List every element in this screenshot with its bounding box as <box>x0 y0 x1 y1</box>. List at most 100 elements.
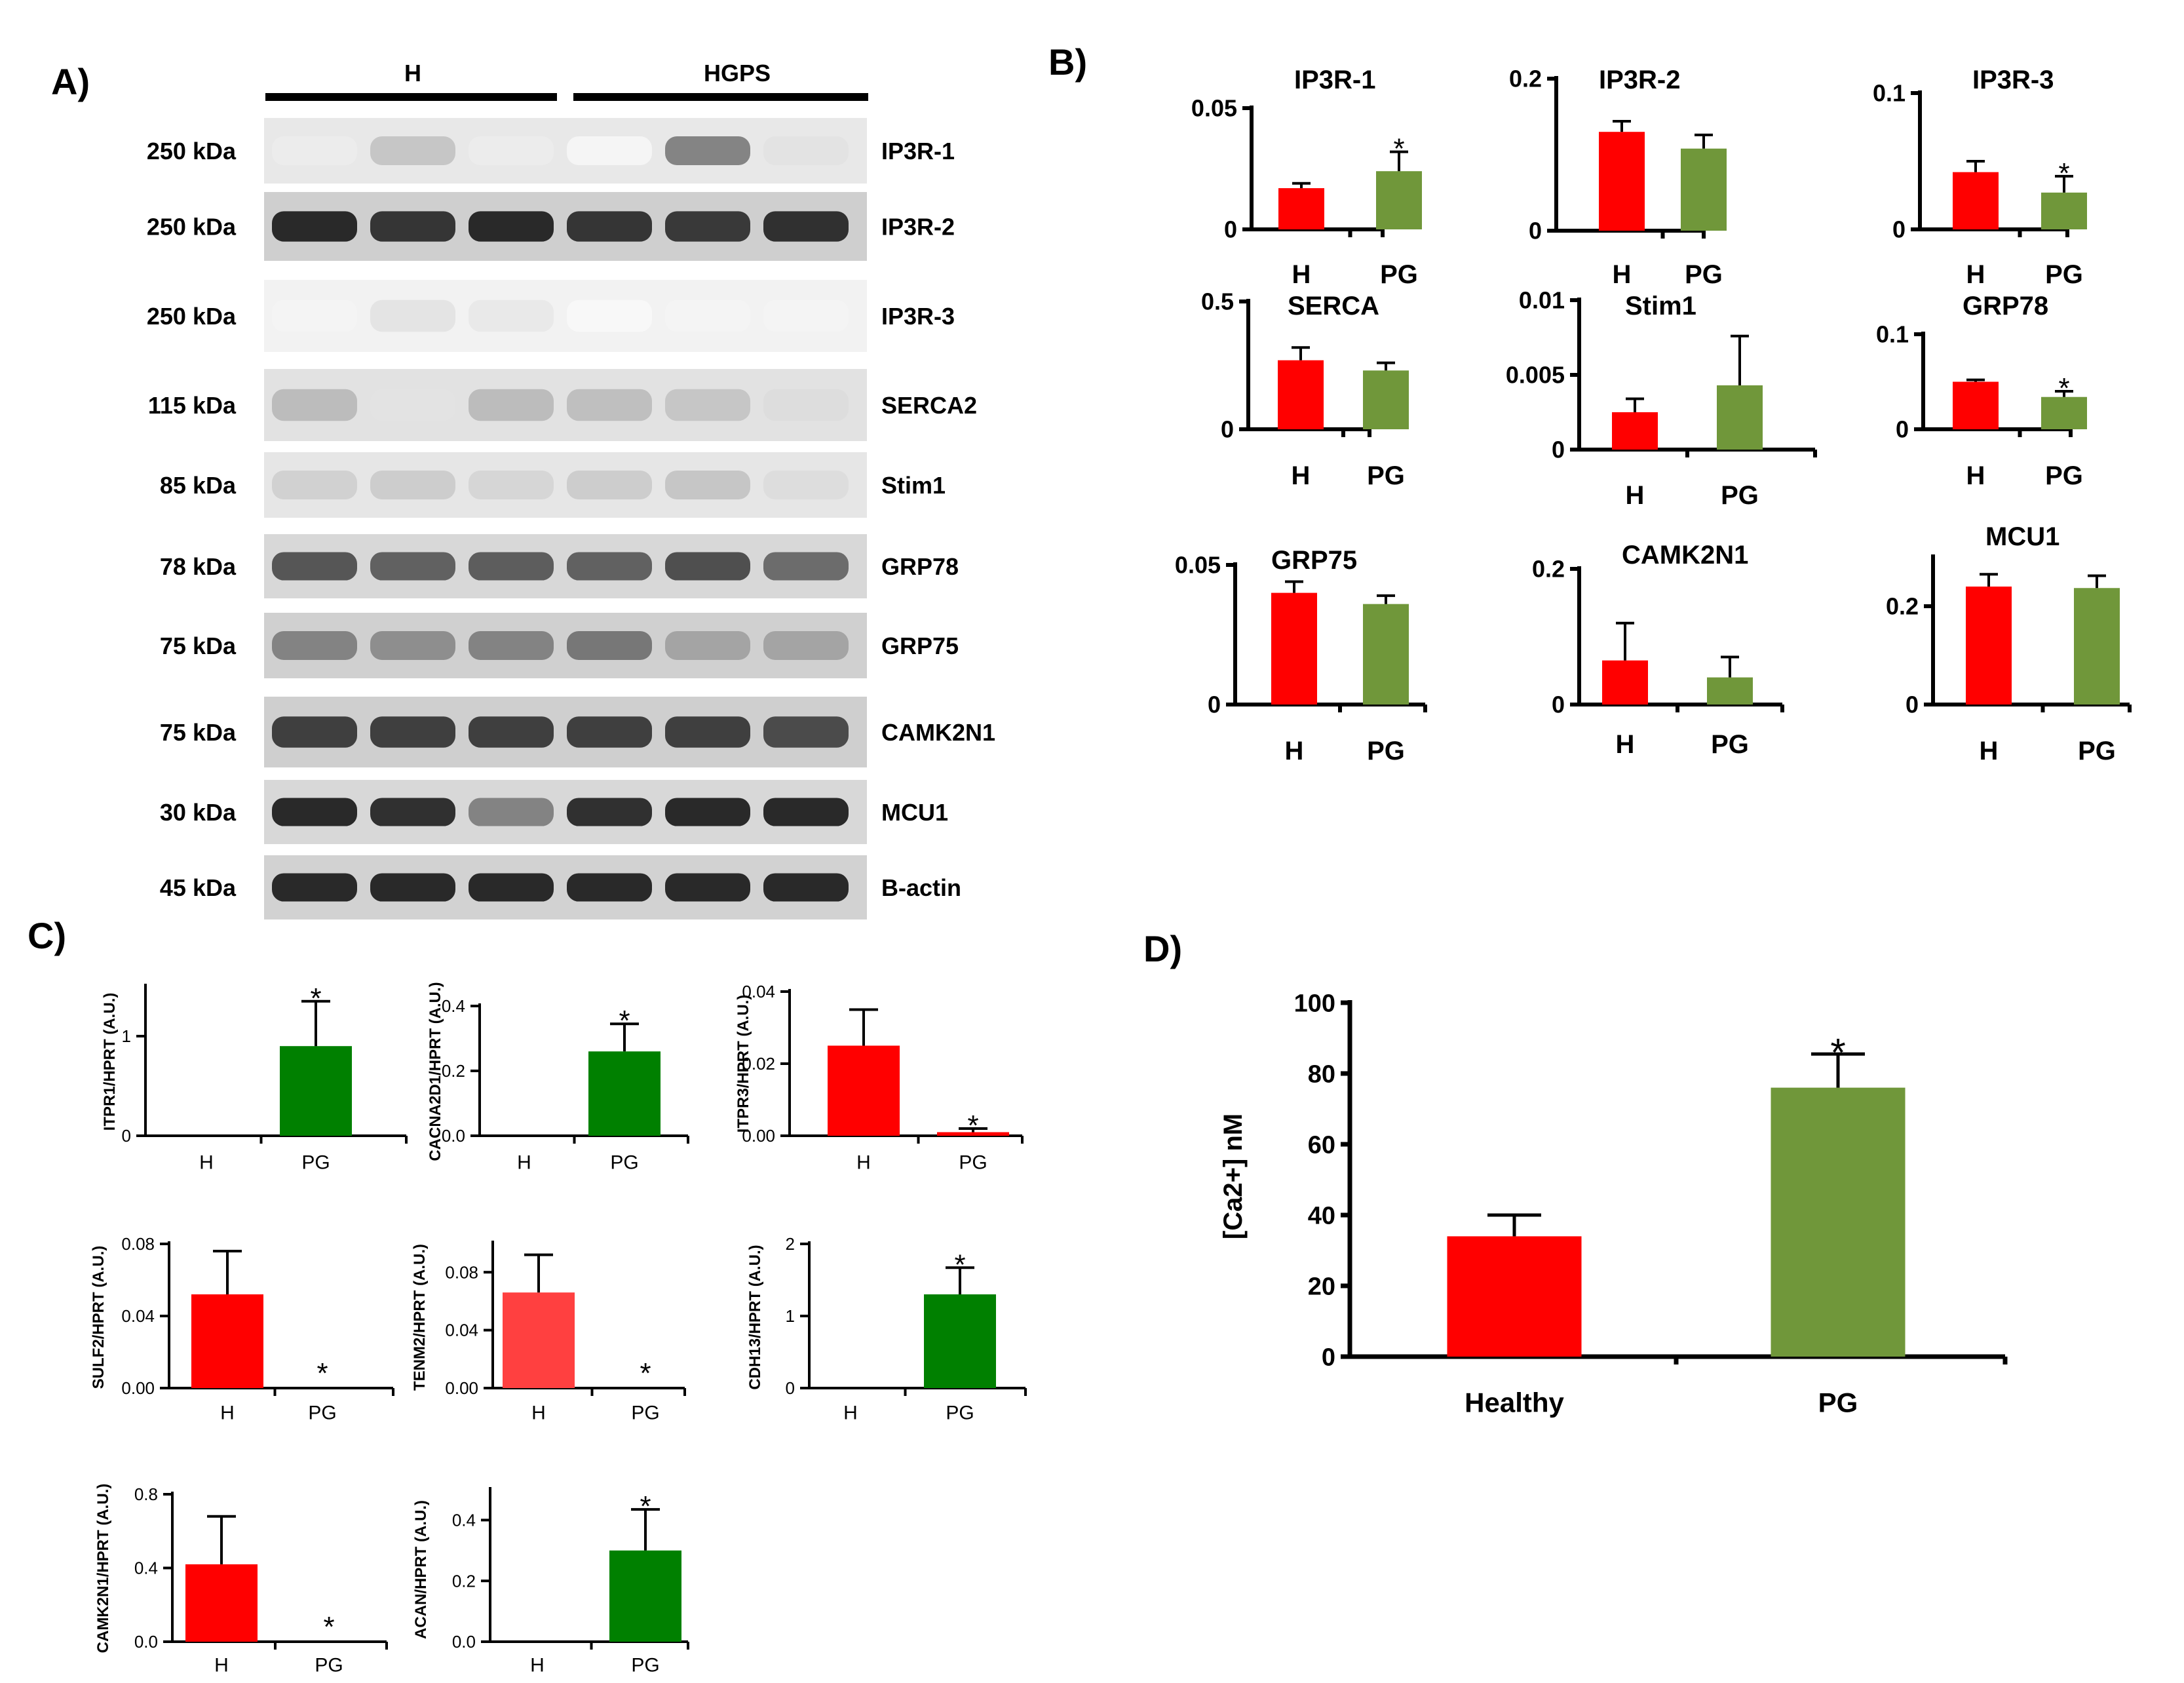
category-label: H <box>199 1152 214 1174</box>
blot-band <box>763 300 849 332</box>
category-label: H <box>1966 461 1985 490</box>
category-label: PG <box>1367 461 1405 490</box>
y-axis-label: TENM2/HPRT (A.U.) <box>411 1244 429 1391</box>
y-tick-label: 0.1 <box>1873 80 1906 107</box>
y-axis-label: ITPR3/HPRT (A.U.) <box>735 995 752 1133</box>
y-tick-label: 60 <box>1308 1131 1335 1159</box>
bar <box>1599 132 1645 231</box>
y-tick-label: 0 <box>1906 691 1919 718</box>
chart-mcu1: 0 0.2 H PG MCU1 <box>1886 522 2132 765</box>
bar <box>1363 604 1409 705</box>
y-tick-label: 0.0 <box>452 1632 476 1652</box>
bar <box>280 1046 352 1136</box>
category-label: PG <box>1367 737 1405 765</box>
category-label: H <box>517 1152 531 1174</box>
y-tick-label: 1 <box>122 1026 131 1046</box>
blot-band <box>370 873 455 902</box>
y-axis-label: [Ca2+] nM <box>1219 1113 1248 1239</box>
blot-band <box>370 471 455 499</box>
y-tick-label: 20 <box>1308 1273 1335 1300</box>
chart-cdh13-hprt-a-u-: 0 1 2 H * PG CDH13/HPRT (A.U.) <box>746 1234 1027 1424</box>
bar <box>2041 397 2087 429</box>
blot-band <box>567 300 652 332</box>
chart-title: SERCA <box>1288 292 1379 320</box>
bar <box>1278 188 1324 229</box>
y-axis-label: ACAN/HPRT (A.U.) <box>412 1500 430 1639</box>
y-axis-label: SULF2/HPRT (A.U.) <box>90 1246 107 1389</box>
chart-title: Stim1 <box>1625 292 1696 320</box>
blot-band <box>763 798 849 826</box>
significance-star: * <box>640 1357 651 1389</box>
category-label: PG <box>959 1152 987 1174</box>
y-tick-label: 0.00 <box>742 1126 775 1146</box>
y-tick-label: 40 <box>1308 1202 1335 1229</box>
blot-band <box>665 211 750 242</box>
y-tick-label: 0.0 <box>442 1126 465 1146</box>
y-tick-label: 0.5 <box>1201 288 1234 315</box>
bar <box>828 1045 900 1136</box>
blot-band <box>567 471 652 499</box>
y-tick-label: 0.2 <box>1532 556 1565 583</box>
y-tick-label: 0 <box>122 1126 131 1146</box>
blot-band <box>763 631 849 660</box>
category-label: H <box>1292 461 1311 490</box>
category-label: PG <box>1721 481 1759 510</box>
blot-band <box>665 552 750 581</box>
category-label: PG <box>610 1152 638 1174</box>
y-tick-label: 0.05 <box>1191 95 1237 122</box>
category-label: H <box>530 1655 545 1676</box>
blot-protein-label: IP3R-1 <box>881 138 955 164</box>
blot-band <box>567 552 652 581</box>
y-axis-label: CAMK2N1/HPRT (A.U.) <box>94 1484 112 1654</box>
blot-band <box>763 136 849 165</box>
bar <box>1966 587 2012 705</box>
blot-kda-label: 250 kDa <box>147 214 237 241</box>
blot-band <box>272 211 357 242</box>
blot-band <box>763 389 849 421</box>
y-tick-label: 0.4 <box>442 996 465 1016</box>
y-tick-label: 0 <box>1322 1344 1335 1371</box>
blot-kda-label: 75 kDa <box>160 632 237 659</box>
blot-band <box>763 471 849 499</box>
bar <box>1447 1236 1582 1357</box>
blot-band <box>763 552 849 581</box>
blot-kda-label: 250 kDa <box>147 138 237 164</box>
category-label: Healthy <box>1465 1387 1564 1418</box>
bar <box>1376 171 1422 229</box>
blot-protein-label: Stim1 <box>881 472 946 499</box>
blot-protein-label: SERCA2 <box>881 392 977 419</box>
blot-band <box>665 471 750 499</box>
y-tick-label: 1 <box>786 1306 795 1326</box>
blot-band <box>763 873 849 902</box>
y-tick-label: 0.04 <box>121 1306 155 1326</box>
y-tick-label: 0.00 <box>121 1378 155 1398</box>
chart-title: IP3R-3 <box>1972 66 2054 94</box>
chart-cacna2d1-hprt-a-u-: 0.0 0.2 0.4 H * PG CACNA2D1/HPRT (A.U.) <box>427 982 689 1174</box>
y-tick-label: 0.4 <box>134 1558 158 1578</box>
group-label-h: H <box>404 60 421 87</box>
blot-band <box>272 300 357 332</box>
blot-kda-label: 85 kDa <box>160 472 237 499</box>
bar <box>1717 385 1763 450</box>
panel-label-a: A) <box>51 61 90 102</box>
blot-band <box>469 552 554 581</box>
category-label: PG <box>631 1655 659 1676</box>
panel-label-b: B) <box>1048 41 1088 83</box>
blot-band <box>567 798 652 826</box>
blot-band <box>665 136 750 165</box>
bar <box>2074 588 2120 705</box>
category-label: H <box>1966 260 1985 289</box>
category-label: H <box>220 1402 235 1424</box>
chart-title: IP3R-2 <box>1599 66 1681 94</box>
chart-grp78: 0 0.1 H * PG GRP78 <box>1876 292 2087 490</box>
category-label: PG <box>1380 260 1418 289</box>
blot-band <box>370 211 455 242</box>
chart-title: GRP78 <box>1963 292 2048 320</box>
y-tick-label: 0.01 <box>1519 287 1565 314</box>
blot-protein-label: GRP78 <box>881 553 959 580</box>
y-axis-label: ITPR1/HPRT (A.U.) <box>101 993 119 1131</box>
blot-band <box>567 389 652 421</box>
blot-band <box>665 716 750 748</box>
blot-band <box>567 631 652 660</box>
blot-band <box>272 631 357 660</box>
